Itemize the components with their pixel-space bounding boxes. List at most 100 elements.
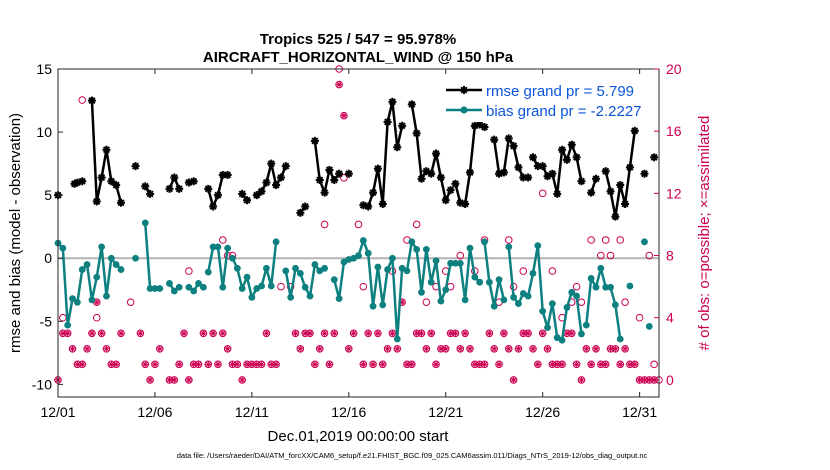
bias-point bbox=[146, 285, 154, 292]
obs-possible-marker bbox=[185, 267, 193, 275]
obs-assimilated-marker bbox=[442, 345, 449, 353]
obs-possible-marker bbox=[320, 329, 329, 338]
obs-assimilated-marker bbox=[345, 345, 353, 353]
obs-possible-marker bbox=[538, 189, 547, 198]
bias-point bbox=[456, 259, 464, 267]
rmse-point bbox=[223, 170, 232, 179]
obs-assimilated-marker bbox=[457, 345, 464, 353]
obs-assimilated-marker bbox=[224, 345, 231, 353]
obs-possible-marker bbox=[126, 298, 135, 306]
obs-assimilated-marker bbox=[481, 361, 488, 368]
rmse-point bbox=[383, 117, 392, 126]
bias-point bbox=[626, 282, 634, 290]
obs-assimilated-marker bbox=[486, 330, 493, 337]
obs-assimilated-marker bbox=[408, 361, 416, 368]
obs-assimilated-marker bbox=[83, 345, 91, 353]
x-tick-label: 12/31 bbox=[622, 404, 657, 420]
rmse-point bbox=[92, 197, 101, 206]
obs-assimilated-marker bbox=[214, 361, 222, 368]
obs-assimilated-marker bbox=[185, 376, 193, 384]
obs-assimilated-marker bbox=[364, 330, 372, 337]
y-tick-right-label: 0 bbox=[666, 372, 674, 388]
obs-possible-marker bbox=[175, 360, 183, 369]
obs-assimilated-marker bbox=[321, 330, 328, 337]
obs-assimilated-marker bbox=[156, 345, 163, 353]
legend-rmse-star bbox=[460, 86, 468, 94]
rmse-point bbox=[572, 153, 581, 162]
obs-possible-marker bbox=[330, 329, 339, 338]
obs-assimilated-marker bbox=[93, 298, 100, 306]
bias-point bbox=[418, 288, 425, 296]
obs-assimilated-marker bbox=[69, 345, 76, 353]
bias-point bbox=[243, 273, 251, 281]
obs-possible-marker bbox=[102, 345, 111, 353]
rmse-point bbox=[204, 184, 213, 193]
rmse-point bbox=[87, 96, 96, 105]
obs-possible-marker bbox=[349, 329, 358, 338]
rmse-point bbox=[490, 135, 499, 144]
obs-assimilated-marker bbox=[272, 361, 280, 368]
bias-point bbox=[539, 307, 547, 315]
y-tick-right-label: 8 bbox=[666, 248, 674, 264]
y-tick-left-label: 15 bbox=[36, 61, 52, 77]
rmse-point bbox=[378, 199, 387, 208]
y-tick-left-label: -10 bbox=[32, 376, 52, 392]
rmse-point bbox=[412, 129, 421, 138]
x-tick-label: 12/26 bbox=[525, 404, 560, 420]
bias-point bbox=[83, 261, 91, 268]
rmse-point bbox=[97, 173, 106, 182]
obs-assimilated-marker bbox=[549, 361, 556, 368]
bias-point bbox=[529, 269, 537, 277]
rmse-point bbox=[301, 202, 310, 211]
obs-assimilated-marker bbox=[311, 361, 319, 368]
obs-assimilated-marker bbox=[466, 345, 474, 353]
rmse-point bbox=[606, 187, 615, 196]
obs-assimilated-marker bbox=[142, 361, 149, 368]
obs-possible-marker bbox=[136, 329, 145, 338]
axis-ticks-layer: 12/01 12/06 12/11 12/16 12/21 12/26 12/31 15 10 5… bbox=[32, 61, 682, 420]
bias-point bbox=[515, 300, 522, 308]
bias-point bbox=[78, 266, 86, 273]
obs-possible-marker bbox=[340, 111, 348, 120]
x-tick-label: 12/16 bbox=[331, 404, 366, 420]
bias-point bbox=[267, 282, 275, 290]
obs-assimilated-marker bbox=[151, 361, 159, 368]
obs-possible-marker bbox=[529, 345, 537, 353]
bias-point bbox=[548, 300, 556, 308]
obs-possible-marker bbox=[117, 329, 125, 338]
obs-assimilated-marker bbox=[195, 361, 202, 368]
rmse-point bbox=[330, 176, 339, 185]
obs-possible-marker bbox=[296, 345, 305, 353]
bias-series-line bbox=[405, 240, 481, 303]
rmse-point bbox=[262, 178, 271, 187]
bias-point bbox=[209, 243, 217, 251]
rmse-point bbox=[78, 177, 87, 186]
obs-possible-marker bbox=[519, 267, 528, 275]
bias-point bbox=[413, 246, 421, 253]
obs-possible-marker bbox=[606, 251, 615, 260]
obs-possible-marker bbox=[548, 267, 557, 275]
rmse-series-layer bbox=[54, 96, 659, 221]
obs-assimilated-marker bbox=[563, 330, 571, 337]
obs-possible-marker bbox=[354, 220, 363, 229]
obs-possible-marker bbox=[650, 360, 658, 369]
rmse-point bbox=[393, 143, 402, 152]
obs-count-layer bbox=[54, 65, 663, 384]
bias-point bbox=[330, 276, 338, 284]
obs-assimilated-marker bbox=[592, 345, 600, 353]
bias-point bbox=[524, 292, 532, 300]
bias-point bbox=[219, 283, 227, 291]
y-tick-right-label: 16 bbox=[666, 123, 682, 139]
obs-possible-marker bbox=[155, 345, 164, 353]
bias-point bbox=[466, 244, 474, 252]
obs-possible-marker bbox=[311, 360, 319, 369]
obs-assimilated-marker bbox=[631, 361, 638, 368]
rmse-point bbox=[209, 202, 218, 211]
bias-point bbox=[112, 261, 120, 268]
obs-assimilated-marker bbox=[103, 345, 110, 353]
obs-possible-marker bbox=[504, 236, 513, 244]
obs-assimilated-marker bbox=[578, 376, 585, 384]
bias-point bbox=[389, 254, 396, 262]
rmse-point bbox=[320, 188, 329, 197]
bias-point bbox=[59, 244, 67, 252]
